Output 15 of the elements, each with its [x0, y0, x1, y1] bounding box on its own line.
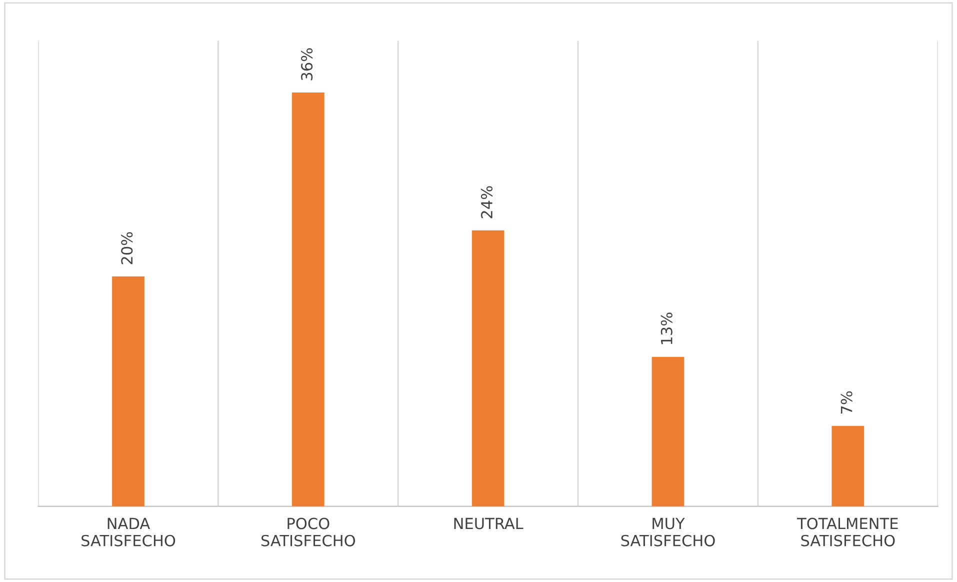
bar — [112, 276, 144, 506]
data-label: 36% — [301, 48, 313, 80]
x-tick-label: MUY SATISFECHO — [621, 518, 715, 546]
data-label: 24% — [480, 186, 493, 218]
x-tick-label: NADA SATISFECHO — [82, 518, 176, 546]
bar — [652, 356, 684, 506]
bar — [472, 230, 504, 506]
x-tick-label: TOTALMENTE SATISFECHO — [796, 518, 898, 546]
bar — [832, 426, 864, 506]
x-tick-label: NEUTRAL — [454, 518, 524, 530]
data-label: 13% — [660, 312, 672, 344]
data-label: 7% — [840, 391, 852, 414]
bar — [292, 92, 324, 506]
data-label: 20% — [121, 232, 133, 264]
x-tick-label: POCO SATISFECHO — [261, 518, 355, 546]
